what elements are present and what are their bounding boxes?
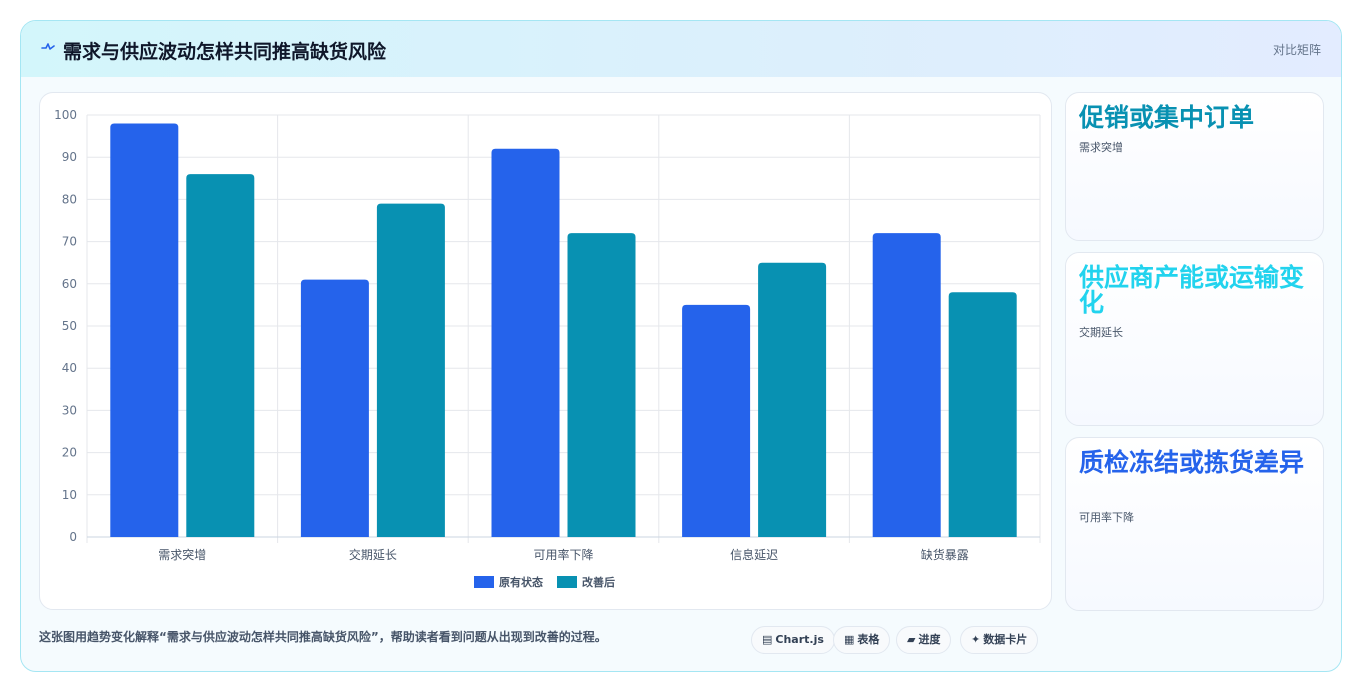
bar-improved [948, 292, 1017, 537]
sparkle-icon: ✦ [971, 633, 981, 646]
y-tick-label: 90 [62, 150, 77, 164]
pulse-icon [41, 43, 55, 50]
y-tick-label: 20 [62, 446, 77, 460]
y-tick-label: 30 [62, 403, 77, 417]
card-subtitle: 可用率下降 [1079, 511, 1134, 524]
y-tick-label: 40 [62, 361, 77, 375]
y-tick-label: 80 [62, 192, 77, 206]
y-tick-label: 60 [62, 277, 77, 291]
chart-description: 这张图用趋势变化解释“需求与供应波动怎样共同推高缺货风险”，帮助读者看到问题从出… [39, 630, 607, 644]
dashboard-frame: 需求与供应波动怎样共同推高缺货风险 对比矩阵 0 10 20 30 40 50 60 70 80… [20, 20, 1342, 672]
pill-data-card[interactable]: ✦ 数据卡片 [960, 626, 1039, 654]
legend-label: 原有状态 [499, 575, 543, 589]
card-subtitle: 交期延长 [1079, 326, 1123, 339]
bar-improved [186, 174, 255, 537]
chart-icon: ▤ [762, 633, 773, 646]
pill-chartjs[interactable]: ▤ Chart.js [751, 626, 835, 654]
bar-original [682, 304, 751, 537]
bar-original [872, 233, 941, 537]
y-tick-label: 100 [54, 108, 77, 122]
y-tick-label: 70 [62, 235, 77, 249]
table-icon: ▦ [844, 633, 855, 646]
card-title: 促销或集中订单 [1079, 103, 1255, 132]
chart-panel: 0 10 20 30 40 50 60 70 80 90 100 需求突增 交期延长 可用率下降 信息延迟 缺… [39, 92, 1052, 610]
page-title: 需求与供应波动怎样共同推高缺货风险 [63, 41, 387, 63]
card-availability: 质检冻结或拣货差异 可用率下降 [1065, 437, 1324, 611]
legend-swatch [557, 576, 577, 588]
card-title: 质检冻结或拣货差异 [1079, 448, 1305, 477]
bar-improved [376, 203, 445, 537]
x-tick-label: 需求突增 [158, 547, 206, 562]
y-tick-label: 10 [62, 488, 77, 502]
card-subtitle: 需求突增 [1079, 141, 1123, 154]
progress-icon: ▰ [907, 633, 916, 646]
view-mode-label: 对比矩阵 [1272, 43, 1321, 57]
bar-original [491, 148, 560, 537]
x-tick-label: 可用率下降 [533, 547, 593, 562]
header: 需求与供应波动怎样共同推高缺货风险 对比矩阵 [21, 21, 1341, 77]
bar-chart: 0 10 20 30 40 50 60 70 80 90 100 需求突增 交期延长 可用率下降 信息延迟 缺… [54, 108, 1041, 589]
x-tick-label: 缺货暴露 [921, 547, 969, 562]
card-supply: 供应商产能或运输变化 交期延长 [1065, 252, 1324, 426]
pill-progress[interactable]: ▰ 进度 [896, 626, 952, 654]
y-tick-label: 0 [69, 530, 77, 544]
x-tick-label: 交期延长 [349, 547, 397, 562]
bar-improved [758, 262, 827, 537]
x-tick-label: 信息延迟 [730, 547, 778, 562]
legend-label: 改善后 [582, 575, 615, 589]
bar-original [300, 279, 369, 537]
bar-improved [567, 233, 636, 537]
legend-swatch [474, 576, 494, 588]
card-demand: 促销或集中订单 需求突增 [1065, 92, 1324, 241]
card-title: 供应商产能或运输变化 [1079, 263, 1305, 317]
bar-original [110, 123, 179, 537]
pill-table[interactable]: ▦ 表格 [833, 626, 891, 654]
y-tick-label: 50 [62, 319, 77, 333]
